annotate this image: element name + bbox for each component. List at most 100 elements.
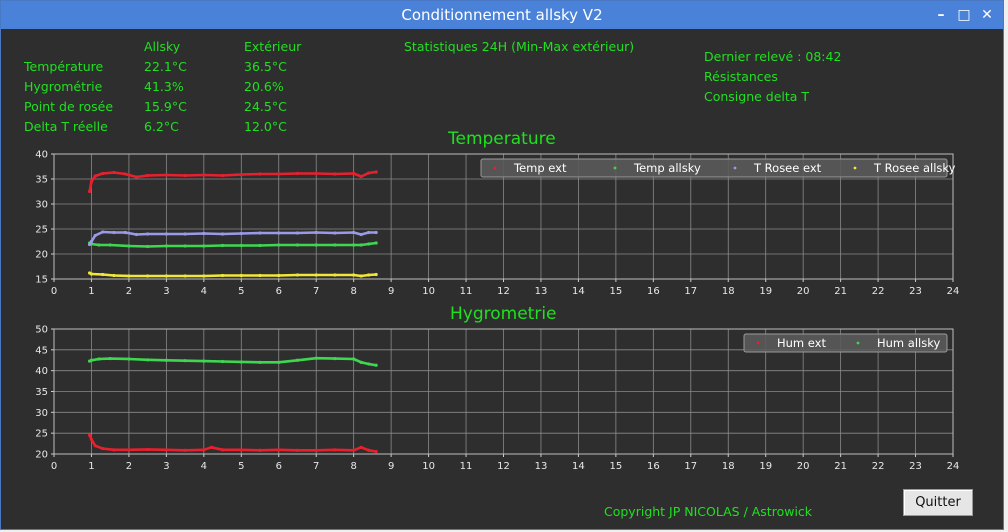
value-point-de-rosee-ext: 24.5°C (244, 99, 287, 114)
data-point (333, 243, 337, 247)
legend-label: T Rosee allsky (873, 161, 956, 175)
y-tick-label: 45 (35, 345, 48, 356)
x-tick-label: 16 (647, 286, 660, 297)
data-point (123, 172, 127, 176)
data-point (164, 232, 168, 236)
y-tick-label: 40 (35, 366, 48, 377)
x-tick-label: 22 (872, 286, 885, 297)
legend-label: Temp ext (513, 161, 567, 175)
data-point (367, 362, 371, 366)
data-point (352, 171, 356, 176)
close-icon[interactable]: ✕ (981, 7, 993, 23)
x-tick-label: 0 (51, 461, 57, 472)
data-point (239, 273, 243, 278)
legend-marker (493, 166, 497, 170)
y-tick-label: 25 (35, 225, 48, 236)
data-point (220, 359, 225, 364)
data-point (314, 273, 318, 277)
data-point (89, 272, 94, 276)
x-tick-label: 10 (422, 286, 435, 297)
maximize-icon[interactable]: □ (957, 7, 971, 23)
x-tick-label: 0 (51, 286, 57, 297)
data-point (87, 189, 92, 194)
x-tick-label: 14 (572, 461, 585, 472)
data-point (146, 447, 150, 452)
data-point (146, 358, 150, 362)
y-tick-label: 20 (35, 450, 48, 461)
data-point (277, 172, 281, 176)
x-tick-label: 8 (350, 286, 356, 297)
data-point (374, 363, 378, 367)
data-point (314, 356, 318, 360)
minimize-icon[interactable]: – (937, 7, 945, 23)
data-point (258, 360, 262, 364)
y-tick-label: 35 (35, 387, 48, 398)
data-point (352, 448, 356, 452)
x-tick-label: 23 (909, 286, 922, 297)
data-point (93, 233, 97, 238)
row-label-hygrometrie: Hygrométrie (24, 79, 103, 94)
data-point (367, 242, 371, 246)
data-point (101, 230, 105, 234)
value-temperature-ext: 36.5°C (244, 59, 287, 74)
data-point (220, 232, 225, 236)
x-tick-label: 8 (350, 461, 356, 472)
data-point (352, 357, 356, 361)
data-point (127, 357, 131, 361)
data-point (89, 437, 94, 442)
data-point (146, 232, 150, 236)
x-tick-label: 18 (722, 286, 735, 297)
data-point (164, 274, 168, 278)
data-point (239, 231, 243, 236)
x-tick-label: 11 (460, 461, 473, 472)
x-tick-label: 16 (647, 461, 660, 472)
data-point (183, 448, 187, 452)
data-point (352, 273, 356, 277)
x-tick-label: 5 (238, 286, 244, 297)
y-tick-label: 30 (35, 200, 48, 211)
legend-marker (856, 341, 860, 345)
title-bar[interactable]: Conditionnement allsky V2 – □ ✕ (1, 1, 1003, 29)
data-point (97, 243, 101, 247)
y-tick-label: 15 (35, 275, 48, 286)
data-point (367, 230, 371, 235)
legend-box (480, 158, 948, 178)
x-tick-label: 10 (422, 461, 435, 472)
data-point (164, 173, 168, 177)
data-point (277, 360, 281, 364)
data-point (359, 274, 363, 278)
data-point (374, 170, 378, 174)
row-label-delta-t: Delta T réelle (24, 119, 108, 134)
data-point (258, 231, 262, 235)
data-point (164, 448, 168, 452)
x-tick-label: 12 (497, 461, 510, 472)
data-point (127, 274, 131, 278)
x-tick-label: 7 (313, 461, 319, 472)
data-point (314, 448, 318, 452)
quit-button[interactable]: Quitter (903, 489, 973, 516)
x-tick-label: 13 (535, 461, 548, 472)
legend-marker (613, 166, 617, 170)
x-tick-label: 9 (388, 286, 394, 297)
data-point (258, 273, 262, 278)
data-point (183, 274, 187, 278)
series-line-hum-ext (88, 434, 377, 453)
data-point (112, 448, 116, 452)
chart-svg: 0 1 2 3 4 5 6 7 8 9 10 11 12 13 14 15 16 17 18 19 20 21 22 23 24… (35, 325, 959, 473)
data-point (146, 173, 150, 178)
data-point (374, 272, 378, 277)
data-point (87, 242, 92, 247)
data-point (123, 230, 127, 235)
data-point (127, 244, 131, 248)
data-point (333, 448, 337, 452)
value-delta-t-ext: 12.0°C (244, 119, 287, 134)
resistances-label: Résistances (704, 69, 778, 84)
data-point (112, 230, 116, 235)
data-point (239, 448, 243, 452)
x-tick-label: 24 (947, 286, 960, 297)
x-tick-label: 21 (834, 286, 847, 297)
desktop-edge (1004, 0, 1008, 532)
data-point (164, 244, 168, 248)
data-point (183, 244, 187, 248)
data-point (112, 273, 116, 278)
